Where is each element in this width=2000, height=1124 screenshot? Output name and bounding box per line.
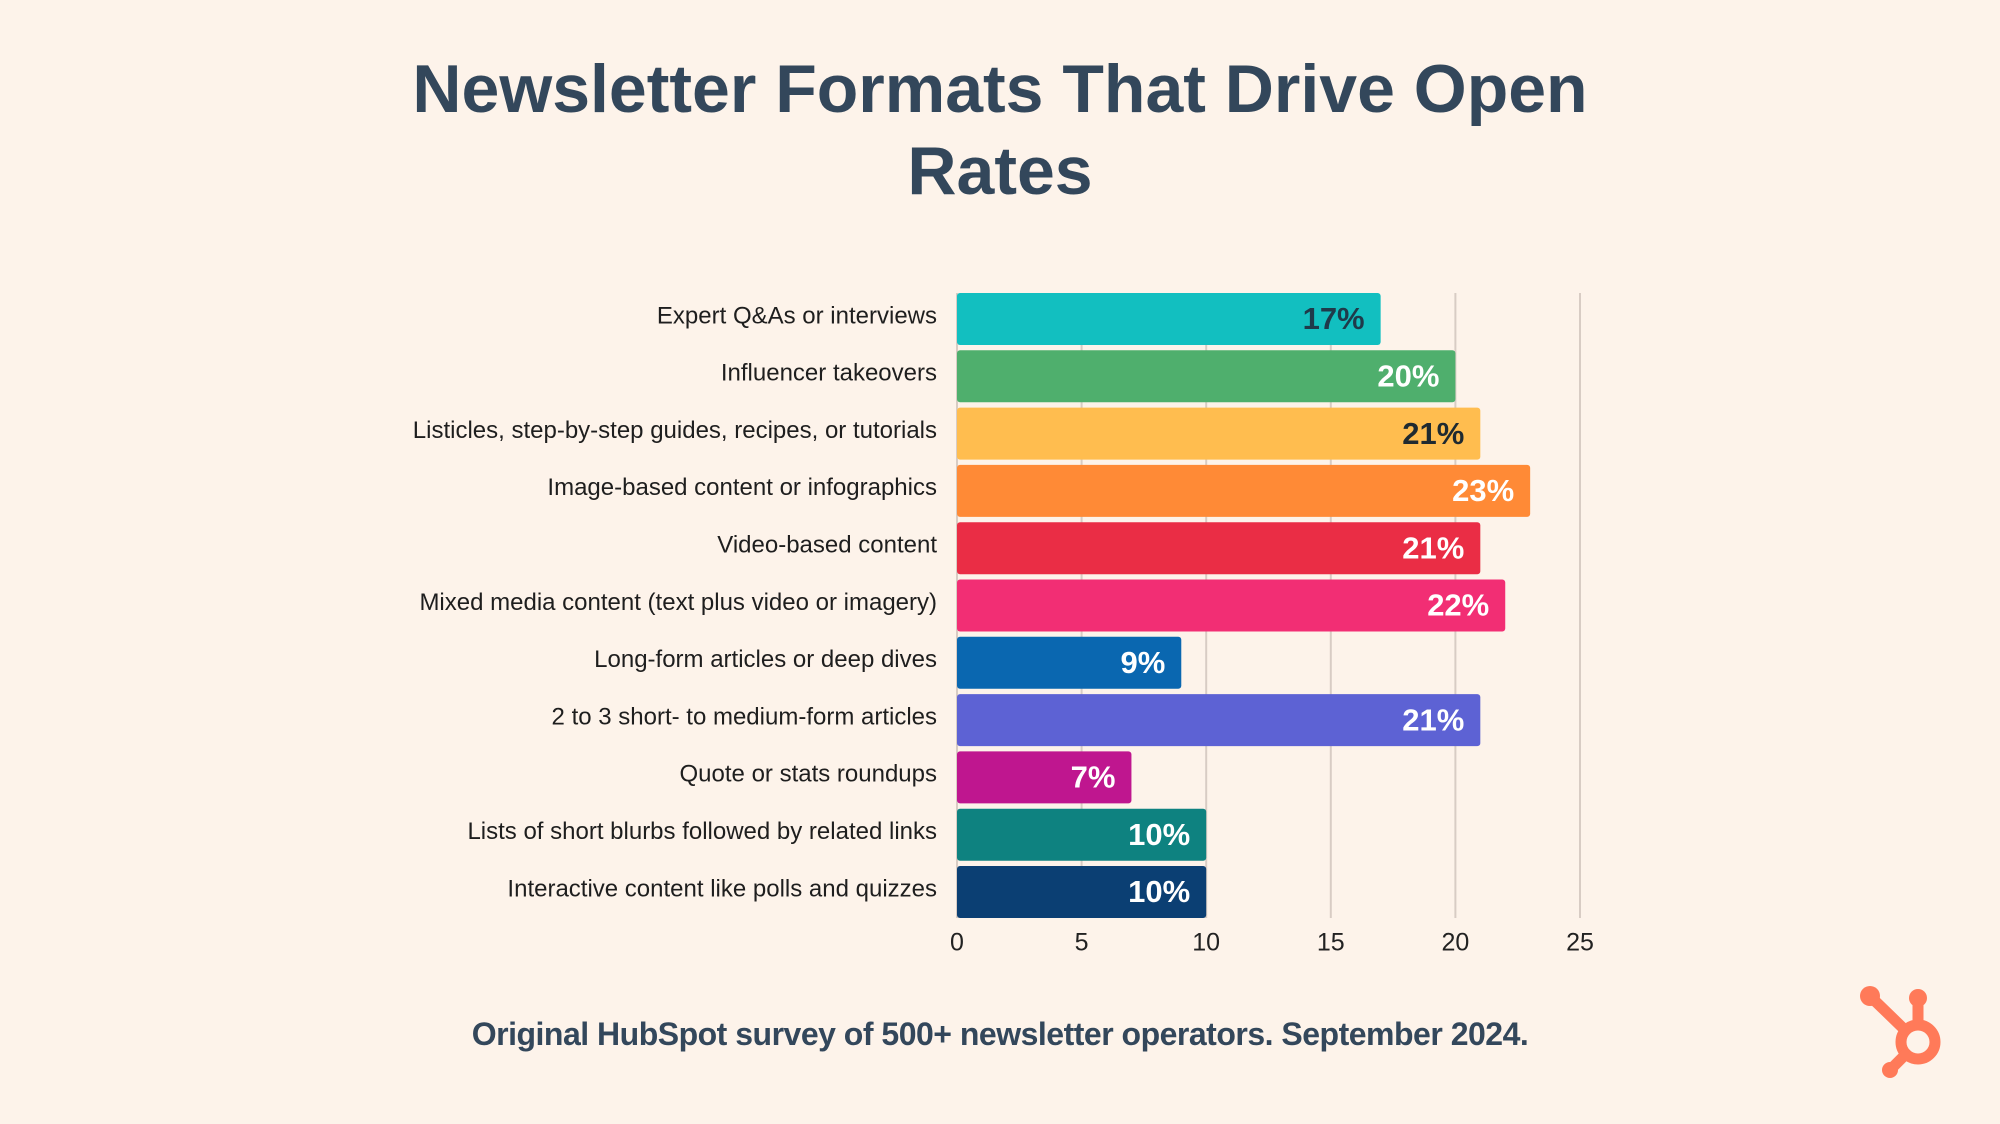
x-tick-label: 20 <box>1441 929 1469 957</box>
bar <box>957 636 1182 689</box>
category-label: Video-based content <box>717 532 937 559</box>
bar <box>957 866 1207 918</box>
bar <box>957 464 1531 517</box>
chart-title: Newsletter Formats That Drive Open Rates <box>412 51 1588 209</box>
value-label: 7% <box>1071 760 1116 795</box>
value-label: 23% <box>1452 473 1514 508</box>
bar <box>957 522 1481 575</box>
x-tick-label: 0 <box>950 929 964 957</box>
value-label: 21% <box>1402 530 1464 565</box>
category-label: Mixed media content (text plus video or … <box>419 589 937 616</box>
source-note: Original HubSpot survey of 500+ newslett… <box>471 1016 1529 1052</box>
category-label: Expert Q&As or interviews <box>657 302 937 329</box>
value-label: 10% <box>1128 817 1190 852</box>
bar <box>957 579 1506 632</box>
bar <box>957 293 1381 345</box>
value-label: 17% <box>1303 301 1365 336</box>
category-label: Influencer takeovers <box>721 360 937 387</box>
value-label: 20% <box>1377 358 1439 393</box>
category-label: 2 to 3 short- to medium-form articles <box>552 703 937 730</box>
bar <box>957 808 1207 861</box>
value-label: 9% <box>1120 645 1165 680</box>
hubspot-logo-dots <box>1860 986 1927 1078</box>
bar <box>957 694 1481 747</box>
bar <box>957 751 1132 804</box>
value-label: 22% <box>1427 588 1489 623</box>
x-tick-label: 5 <box>1075 929 1089 957</box>
category-label: Long-form articles or deep dives <box>594 646 937 673</box>
value-label: 10% <box>1128 874 1190 909</box>
category-label: Image-based content or infographics <box>547 474 937 501</box>
x-tick-label: 15 <box>1317 929 1345 957</box>
value-label: 21% <box>1402 702 1464 737</box>
x-tick-label: 10 <box>1192 929 1220 957</box>
category-label: Listicles, step-by-step guides, recipes,… <box>413 417 937 444</box>
category-label: Quote or stats roundups <box>680 761 937 788</box>
category-label: Lists of short blurbs followed by relate… <box>467 818 937 845</box>
bar <box>957 350 1456 403</box>
x-tick-label: 25 <box>1566 929 1594 957</box>
category-label: Interactive content like polls and quizz… <box>507 875 937 902</box>
value-label: 21% <box>1402 416 1464 451</box>
bar <box>957 407 1481 460</box>
